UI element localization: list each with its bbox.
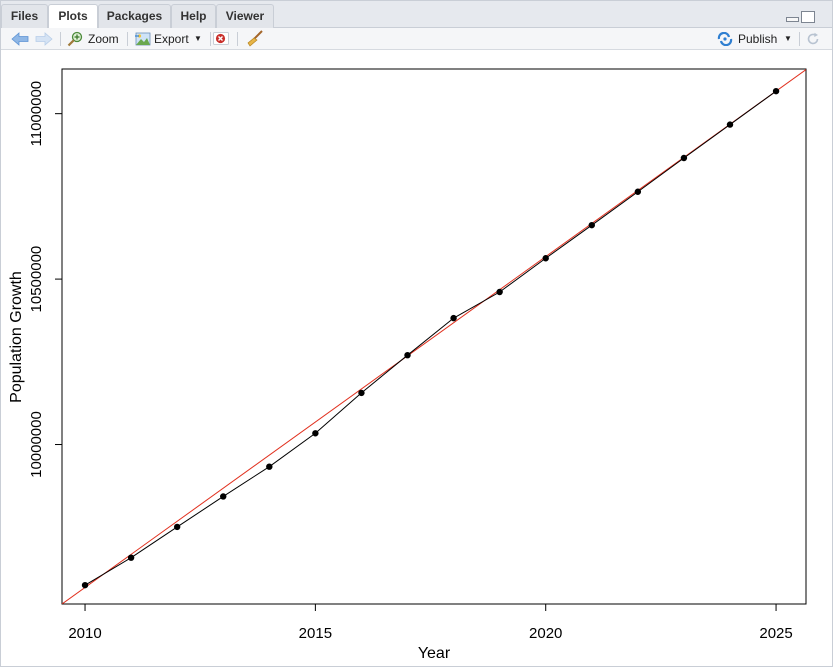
forward-arrow-icon[interactable] (35, 32, 53, 46)
maximize-icon[interactable] (801, 11, 815, 23)
minimize-icon[interactable] (786, 17, 799, 22)
data-point (358, 389, 365, 397)
remove-plot-icon[interactable] (213, 31, 229, 47)
chevron-down-icon: ▼ (784, 34, 792, 43)
data-point (220, 493, 227, 500)
plot-viewport: 2010 2015 2020 2025 10000000 10500000 11000000… (1, 51, 832, 666)
data-point (772, 87, 780, 95)
tab-help-label: Help (180, 9, 207, 23)
zoom-icon (67, 31, 83, 47)
export-image-icon (135, 32, 151, 46)
x-tick-label: 2010 (68, 625, 101, 642)
data-point (173, 523, 181, 531)
data-point (404, 351, 411, 359)
data-point (588, 221, 595, 229)
x-tick-label: 2015 (299, 625, 332, 642)
data-point (634, 188, 642, 195)
broom-clear-icon[interactable] (246, 30, 264, 48)
plots-toolbar: Zoom Export ▼ (1, 28, 832, 50)
y-axis-label: Population Growth (8, 271, 25, 403)
tab-plots-label: Plots (58, 9, 88, 23)
export-label: Export (154, 32, 189, 46)
y-tick-label: 10500000 (28, 246, 45, 313)
data-point (542, 255, 549, 262)
refresh-icon[interactable] (806, 32, 820, 46)
data-point (680, 154, 688, 162)
tab-packages[interactable]: Packages (98, 4, 171, 28)
data-point (726, 121, 734, 128)
x-tick-label: 2025 (759, 625, 792, 642)
tab-viewer[interactable]: Viewer (216, 4, 274, 28)
y-tick-label: 10000000 (28, 411, 45, 478)
chevron-down-icon: ▼ (194, 34, 202, 43)
tab-files[interactable]: Files (1, 4, 48, 28)
zoom-label: Zoom (88, 32, 119, 46)
data-point (127, 554, 135, 561)
toolbar-separator (237, 32, 238, 46)
data-point (312, 430, 319, 437)
toolbar-separator (127, 32, 128, 46)
data-point (81, 581, 89, 589)
x-axis-label: Year (418, 645, 451, 662)
pane-tab-bar: Files Plots Packages Help Viewer (1, 1, 832, 29)
data-point (496, 288, 503, 296)
tab-help[interactable]: Help (171, 4, 216, 28)
back-arrow-icon[interactable] (11, 32, 29, 46)
series-line (84, 90, 777, 586)
tab-files-label: Files (10, 9, 39, 23)
toolbar-separator (799, 32, 800, 46)
window-controls (786, 11, 818, 25)
y-tick-label: 11000000 (28, 81, 45, 147)
tab-packages-label: Packages (106, 9, 163, 23)
data-point (266, 463, 273, 470)
population-chart: 2010 2015 2020 2025 10000000 10500000 11000000… (8, 68, 807, 662)
tab-plots[interactable]: Plots (48, 4, 98, 29)
data-point (450, 314, 457, 322)
x-tick-label: 2020 (529, 625, 562, 642)
export-button[interactable]: Export ▼ (135, 28, 207, 50)
publish-icon (717, 32, 733, 46)
publish-button[interactable]: Publish ▼ (717, 28, 797, 50)
plot-frame (61, 68, 807, 605)
toolbar-separator (60, 32, 61, 46)
tab-viewer-label: Viewer (225, 9, 265, 23)
publish-label: Publish (738, 32, 778, 46)
toolbar-separator (210, 32, 211, 46)
